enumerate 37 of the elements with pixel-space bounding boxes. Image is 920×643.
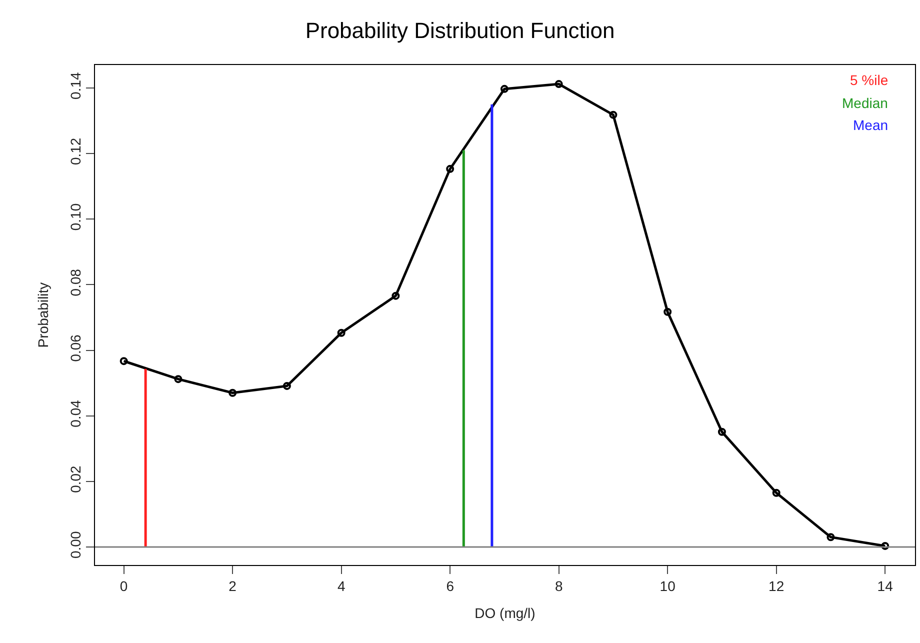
x-axis-title: DO (mg/l) [474, 605, 536, 622]
point [174, 375, 182, 384]
x-tick-label: 14 [877, 578, 894, 594]
point [282, 382, 291, 390]
point [228, 388, 237, 397]
x-tick-label: 8 [554, 578, 563, 594]
point [609, 110, 618, 119]
x-tick-label: 12 [768, 578, 784, 594]
chart-title: Probability Distribution Function [305, 18, 615, 43]
y-axis-title: Probability [35, 282, 51, 348]
y-tick-label: 0.10 [67, 203, 84, 231]
point [500, 84, 508, 93]
point [664, 308, 672, 316]
point [446, 164, 454, 173]
point [392, 292, 400, 300]
y-tick-label: 0.06 [67, 334, 84, 362]
text: Median [842, 95, 888, 111]
x-tick-label: 6 [446, 578, 454, 594]
y-tick-label: 0.04 [67, 400, 84, 428]
y-tick-label: 0.00 [67, 531, 84, 558]
y-tick-label: 0.14 [67, 72, 84, 100]
text: 5 %ile [850, 72, 888, 88]
x-tick-label: 4 [337, 578, 346, 594]
y-tick-label: 0.12 [67, 138, 84, 166]
point [881, 542, 890, 550]
point [120, 357, 128, 366]
text: Mean [853, 117, 888, 133]
point [718, 428, 726, 436]
y-tick-label: 0.08 [67, 268, 84, 296]
x-tick-label: 10 [660, 578, 676, 594]
point [772, 488, 780, 497]
point [554, 80, 563, 88]
y-tick-label: 0.02 [67, 465, 84, 493]
point [337, 328, 346, 337]
x-tick-label: 0 [120, 578, 128, 594]
point [826, 533, 835, 542]
x-tick-label: 2 [228, 578, 237, 594]
